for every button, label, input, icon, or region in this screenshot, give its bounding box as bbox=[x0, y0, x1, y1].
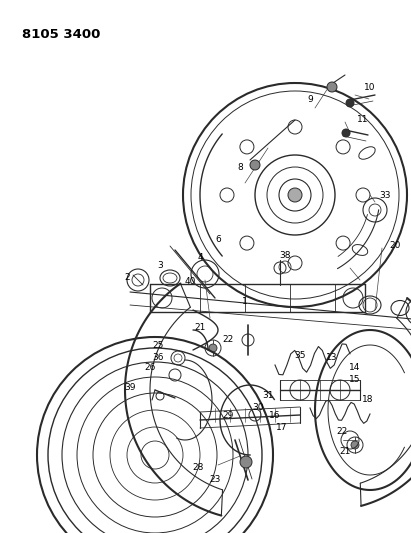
Text: 36: 36 bbox=[152, 353, 164, 362]
Text: 21: 21 bbox=[194, 324, 206, 333]
Text: 30: 30 bbox=[252, 403, 264, 413]
Circle shape bbox=[250, 160, 260, 170]
Text: 22: 22 bbox=[336, 427, 348, 437]
Text: 29: 29 bbox=[222, 410, 234, 419]
Text: 14: 14 bbox=[349, 364, 361, 373]
Text: 39: 39 bbox=[124, 384, 136, 392]
Text: 8: 8 bbox=[237, 164, 243, 173]
Text: 13: 13 bbox=[326, 353, 338, 362]
Text: 22: 22 bbox=[222, 335, 233, 344]
Circle shape bbox=[342, 129, 350, 137]
Text: 26: 26 bbox=[144, 364, 156, 373]
Text: 23: 23 bbox=[209, 475, 221, 484]
Text: 6: 6 bbox=[215, 236, 221, 245]
Text: 38: 38 bbox=[279, 251, 291, 260]
Text: 3: 3 bbox=[157, 261, 163, 270]
Circle shape bbox=[240, 456, 252, 468]
Text: 40: 40 bbox=[184, 278, 196, 287]
Circle shape bbox=[351, 441, 359, 449]
Text: 28: 28 bbox=[192, 464, 204, 472]
Text: 16: 16 bbox=[269, 410, 281, 419]
Text: 4: 4 bbox=[197, 254, 203, 262]
Text: 11: 11 bbox=[357, 116, 369, 125]
Text: 35: 35 bbox=[294, 351, 306, 359]
Text: 2: 2 bbox=[124, 273, 130, 282]
Text: 33: 33 bbox=[379, 190, 391, 199]
Circle shape bbox=[288, 188, 302, 202]
Text: 21: 21 bbox=[339, 448, 351, 456]
Text: 1: 1 bbox=[242, 297, 248, 306]
Circle shape bbox=[327, 82, 337, 92]
Text: 8105 3400: 8105 3400 bbox=[22, 28, 100, 41]
Text: 15: 15 bbox=[349, 376, 361, 384]
Text: 25: 25 bbox=[152, 341, 164, 350]
Text: 20: 20 bbox=[389, 240, 401, 249]
Text: 9: 9 bbox=[307, 95, 313, 104]
Circle shape bbox=[346, 99, 354, 107]
Text: 17: 17 bbox=[276, 424, 288, 432]
Text: 31: 31 bbox=[262, 392, 274, 400]
Text: 18: 18 bbox=[362, 395, 374, 405]
Text: 10: 10 bbox=[364, 84, 376, 93]
Circle shape bbox=[209, 344, 217, 352]
